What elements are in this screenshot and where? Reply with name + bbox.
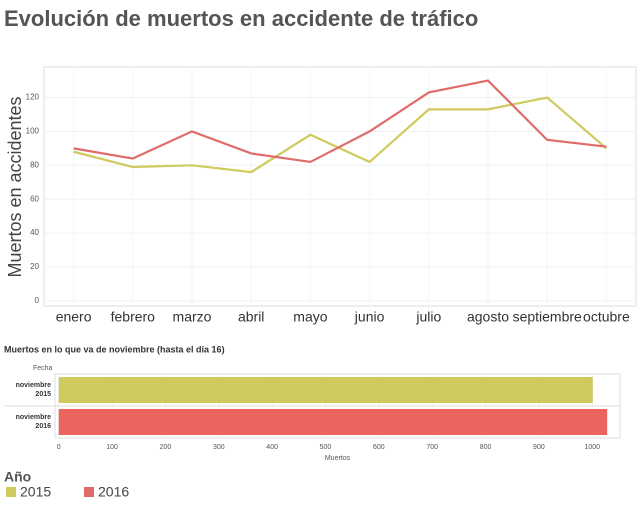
x-tick-label: mayo [293,309,327,325]
y-tick-label: 40 [30,228,39,237]
y-tick-label: 120 [26,93,40,102]
x-tick-label: 0 [57,444,61,451]
bar [58,377,593,403]
y-axis-header: Fecha [33,365,53,372]
x-tick-label: 900 [533,444,545,451]
y-axis-label: Muertos en accidentes [5,96,25,277]
plot-frame [43,66,637,307]
x-tick-label: 800 [480,444,492,451]
y-tick-label: noviembre 2015 [15,382,51,398]
x-tick-label: julio [415,309,441,325]
x-tick-label: 200 [160,444,172,451]
x-tick-label: 600 [373,444,385,451]
x-tick-label: junio [354,309,385,325]
x-tick-label: agosto [467,309,509,325]
legend-label: 2016 [98,484,129,500]
page-title: Evolución de muertos en accidente de trá… [4,6,478,31]
x-tick-label: octubre [583,309,630,325]
y-tick-label: 0 [35,296,40,305]
x-tick-label: marzo [173,309,212,325]
x-axis-label: Muertos [325,455,351,462]
legend-title: Año [4,469,31,485]
x-tick-label: 700 [426,444,438,451]
x-tick-label: 400 [266,444,278,451]
bar [58,409,608,435]
y-tick-label: 20 [30,262,39,271]
x-tick-label: 300 [213,444,225,451]
x-tick-label: enero [56,309,92,325]
y-tick-label: noviembre 2016 [15,414,51,430]
x-tick-label: 1000 [584,444,600,451]
y-tick-label: 80 [30,160,39,169]
y-tick-label: 60 [30,194,39,203]
x-tick-label: septiembre [513,309,582,325]
x-tick-label: 500 [320,444,332,451]
line-series [73,79,607,164]
legend-swatch [6,487,16,497]
x-tick-label: abril [238,309,264,325]
x-tick-label: 100 [106,444,118,451]
chart-title: Muertos en lo que va de noviembre (hasta… [4,344,225,354]
legend-label: 2015 [20,484,51,500]
line-series [73,96,608,174]
x-tick-label: febrero [111,309,156,325]
y-tick-label: 100 [26,127,40,136]
legend-swatch [84,487,94,497]
